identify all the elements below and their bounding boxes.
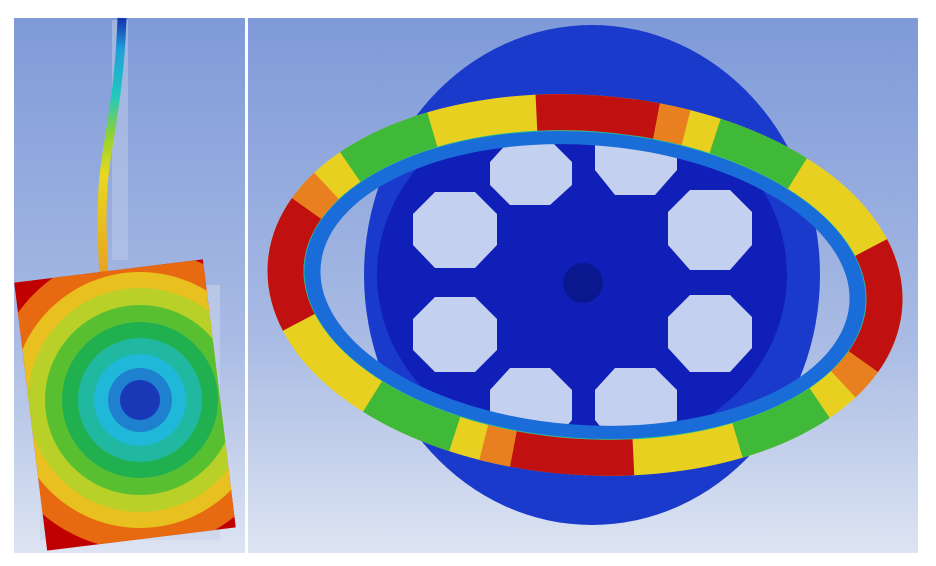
hub [563,263,603,303]
deformed-wire [97,17,127,279]
deformed-body [14,259,236,551]
deformed-rim [267,94,903,476]
